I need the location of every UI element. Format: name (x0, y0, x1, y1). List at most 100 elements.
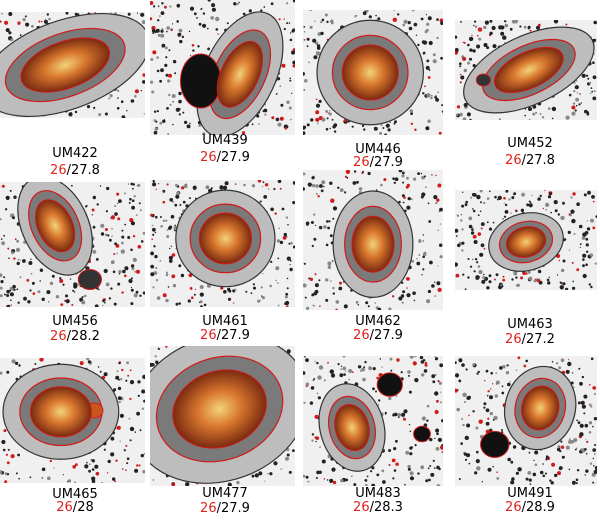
noise-speckle (466, 396, 471, 400)
noise-speckle (489, 190, 491, 192)
noise-speckle (194, 288, 197, 290)
noise-speckle (501, 391, 505, 395)
noise-speckle (351, 125, 354, 128)
noise-speckle (508, 198, 511, 201)
noise-speckle (583, 412, 586, 415)
noise-speckle (289, 259, 292, 262)
noise-speckle (48, 17, 51, 21)
noise-speckle (581, 375, 585, 379)
noise-speckle (342, 356, 346, 358)
noise-speckle (538, 278, 541, 280)
noise-speckle (311, 433, 315, 436)
galaxy-image (303, 10, 443, 135)
noise-speckle (333, 130, 337, 133)
noise-speckle (382, 127, 385, 129)
noise-speckle (286, 2, 289, 5)
noise-speckle (237, 3, 239, 5)
noise-speckle (343, 304, 348, 309)
noise-speckle (472, 227, 474, 229)
noise-speckle (91, 479, 96, 483)
noise-speckle (455, 49, 459, 52)
noise-speckle (141, 20, 145, 25)
galaxy-name: UM483 (355, 486, 401, 501)
noise-speckle (10, 299, 12, 301)
noise-speckle (529, 483, 532, 485)
noise-speckle (289, 79, 292, 82)
noise-speckle (371, 483, 376, 486)
noise-speckle (15, 361, 19, 365)
noise-speckle (585, 263, 588, 266)
noise-speckle (279, 187, 282, 190)
noise-speckle (4, 480, 8, 483)
surface-brightness-limits: 26/27.9 (150, 329, 300, 343)
noise-speckle (574, 219, 576, 221)
noise-speckle (104, 233, 108, 237)
noise-speckle (427, 119, 431, 123)
noise-speckle (593, 417, 597, 421)
noise-speckle (22, 259, 26, 263)
noise-speckle (586, 74, 589, 77)
noise-speckle (477, 214, 480, 217)
noise-speckle (109, 238, 112, 242)
noise-speckle (108, 97, 111, 100)
surface-brightness-limits: 26/27.9 (303, 329, 453, 343)
noise-speckle (414, 128, 417, 131)
noise-speckle (463, 102, 468, 108)
noise-speckle (324, 13, 328, 17)
noise-speckle (337, 363, 340, 366)
noise-speckle (186, 124, 189, 128)
noise-speckle (11, 359, 16, 364)
noise-speckle (199, 300, 203, 304)
noise-speckle (339, 188, 344, 192)
noise-speckle (286, 453, 290, 457)
noise-speckle (586, 440, 589, 443)
noise-speckle (151, 25, 156, 31)
noise-speckle (40, 20, 43, 23)
noise-speckle (573, 438, 578, 443)
noise-speckle (401, 412, 406, 417)
noise-speckle (459, 65, 462, 68)
noise-speckle (128, 278, 133, 284)
noise-speckle (131, 205, 136, 210)
noise-speckle (462, 191, 464, 193)
noise-speckle (292, 449, 295, 452)
noise-speckle (323, 379, 326, 382)
noise-speckle (472, 64, 476, 68)
noise-speckle (169, 198, 173, 202)
noise-speckle (124, 266, 129, 271)
noise-speckle (165, 298, 169, 303)
noise-speckle (91, 214, 94, 216)
noise-speckle (421, 373, 425, 377)
noise-speckle (288, 106, 292, 110)
noise-speckle (340, 368, 343, 370)
noise-speckle (46, 13, 49, 16)
noise-speckle (160, 225, 163, 228)
noise-speckle (267, 473, 269, 475)
noise-speckle (116, 425, 121, 430)
noise-speckle (112, 270, 116, 274)
noise-speckle (528, 118, 531, 120)
noise-speckle (198, 301, 201, 304)
noise-speckle (455, 388, 458, 393)
outer-limit: 27.2 (525, 332, 555, 347)
noise-speckle (248, 9, 252, 13)
noise-speckle (27, 300, 31, 304)
noise-speckle (487, 390, 490, 393)
noise-speckle (575, 447, 578, 450)
noise-speckle (176, 191, 180, 196)
noise-speckle (226, 22, 229, 25)
noise-speckle (519, 25, 522, 28)
noise-speckle (95, 471, 100, 476)
inner-limit: 26 (505, 332, 522, 347)
noise-speckle (509, 27, 513, 31)
noise-speckle (588, 421, 593, 425)
noise-speckle (477, 370, 480, 374)
noise-speckle (582, 264, 585, 268)
noise-speckle (409, 452, 413, 456)
noise-speckle (483, 273, 485, 276)
outer-limit: 28 (77, 500, 94, 515)
noise-speckle (99, 370, 102, 373)
noise-speckle (134, 431, 137, 433)
noise-speckle (284, 302, 287, 305)
noise-speckle (380, 183, 383, 187)
